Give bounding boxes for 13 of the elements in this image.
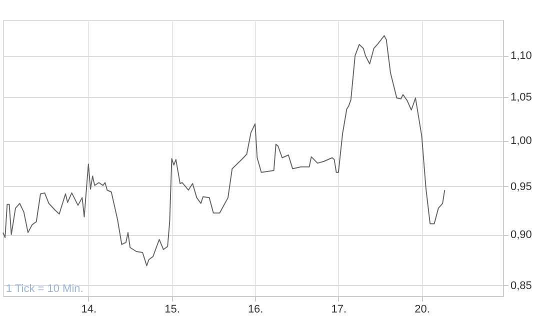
x-tick-label: 15. — [164, 304, 180, 316]
x-tick-label: 16. — [248, 304, 264, 316]
annotation: 1 Tick = 10 Min. — [6, 283, 84, 295]
x-tick-label: 17. — [331, 304, 347, 316]
y-tick-label: 1,00 — [510, 135, 532, 148]
y-tick-label: 0,90 — [510, 229, 532, 242]
y-tick-label: 1,05 — [510, 92, 532, 104]
y-tick-label: 0,85 — [510, 280, 532, 292]
x-tick-label: 20. — [414, 304, 430, 316]
line-series — [2, 35, 446, 266]
y-tick-label: 0,95 — [510, 180, 532, 193]
y-tick-label: 1,10 — [510, 50, 532, 62]
x-tick-label: 14. — [81, 304, 97, 316]
